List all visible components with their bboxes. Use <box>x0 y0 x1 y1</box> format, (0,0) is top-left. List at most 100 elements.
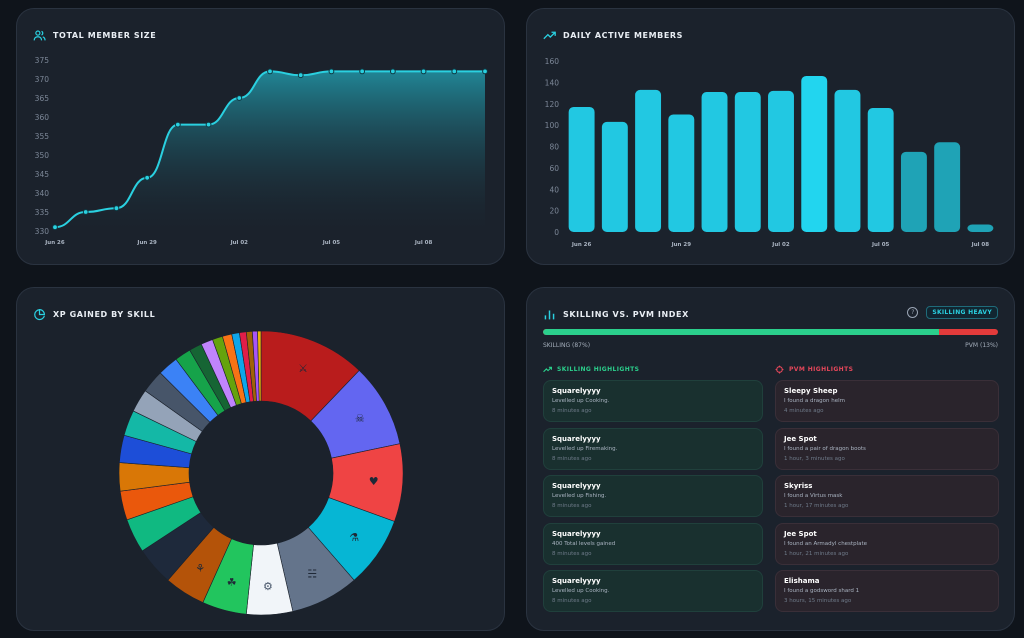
bar <box>934 142 961 232</box>
skilling-ratio-fill <box>543 329 939 335</box>
bar <box>734 91 761 233</box>
y-tick-label: 365 <box>35 94 50 103</box>
x-tick-label: Jun 26 <box>44 240 65 246</box>
x-tick-label: Jul 05 <box>322 240 341 246</box>
bar <box>967 224 994 232</box>
question-icon[interactable]: ? <box>907 307 919 318</box>
list-item[interactable]: Sleepy Sheep I found a dragon helm 4 min… <box>775 380 999 422</box>
data-point <box>420 68 427 75</box>
bar <box>601 121 628 232</box>
xp-by-skill-card: XP GAINED BY SKILL ⚔ ☠ ♥ ⚗ ☵ ⚙ ☘ ⚘ <box>16 287 505 631</box>
list-item[interactable]: Squarelyyyy Levelled up Fishing. 8 minut… <box>543 475 763 517</box>
member-size-title: TOTAL MEMBER SIZE <box>53 31 157 40</box>
bar-chart-icon <box>544 310 555 320</box>
list-item[interactable]: Jee Spot I found a pair of dragon boots … <box>775 427 999 470</box>
card-title: TOTAL MEMBER SIZE <box>33 29 156 42</box>
data-point <box>297 72 304 79</box>
x-tick-label: Jun 26 <box>571 242 592 248</box>
data-point <box>52 224 58 231</box>
trending-up-icon <box>543 366 552 373</box>
xp-donut-chart: ⚔ ☠ ♥ ⚗ ☵ ⚙ ☘ ⚘ <box>118 330 404 616</box>
bar <box>668 114 695 232</box>
data-point <box>113 205 120 212</box>
pie-chart-icon <box>34 309 45 321</box>
list-item[interactable]: Squarelyyyy Levelled up Cooking. 8 minut… <box>543 380 763 422</box>
heart-icon: ♥ <box>369 475 379 488</box>
y-tick-label: 60 <box>549 164 559 173</box>
skilling-heavy-badge: SKILLING HEAVY <box>926 306 998 319</box>
data-point <box>144 174 151 181</box>
skilling-percent-label: SKILLING (87%) <box>543 342 591 349</box>
cactus-icon: ☘ <box>227 576 237 589</box>
y-tick-label: 340 <box>35 189 50 198</box>
x-tick-label: Jun 29 <box>136 240 157 246</box>
data-point <box>389 68 396 75</box>
skilling-pvm-ratio-bar <box>543 329 998 335</box>
daily-active-title: DAILY ACTIVE MEMBERS <box>563 31 684 40</box>
data-point <box>82 209 89 215</box>
y-tick-label: 375 <box>35 56 50 65</box>
list-item[interactable]: Squarelyyyy 400 Total levels gained 8 mi… <box>543 522 763 565</box>
data-point <box>205 121 212 128</box>
x-tick-label: Jul 08 <box>414 240 433 246</box>
list-item[interactable]: Jee Spot I found an Armadyl chestplate 1… <box>775 522 999 565</box>
skull-icon: ☠ <box>355 412 365 425</box>
daily-active-members-card: DAILY ACTIVE MEMBERS 0 20 40 60 80 100 120 140 1… <box>526 8 1015 265</box>
card-title: DAILY ACTIVE MEMBERS <box>543 29 683 42</box>
data-point <box>328 68 335 75</box>
trending-up-icon <box>543 31 556 40</box>
list-item[interactable]: Squarelyyyy Levelled up Firemaking. 8 mi… <box>543 427 763 470</box>
x-tick-label: Jun 29 <box>671 242 692 248</box>
pvm-percent-label: PVM (13%) <box>965 342 998 349</box>
data-point <box>482 68 488 75</box>
pvm-highlights-list: Sleepy Sheep I found a dragon helm 4 min… <box>775 380 999 618</box>
y-tick-label: 160 <box>545 57 560 66</box>
list-item[interactable]: Skyriss I found a Virtus mask 1 hour, 17… <box>775 475 999 517</box>
data-point <box>451 68 458 75</box>
y-tick-label: 140 <box>545 78 560 87</box>
total-member-size-card: TOTAL MEMBER SIZE 330 335 340 345 350 355 360 3… <box>16 8 505 265</box>
y-tick-label: 20 <box>549 207 559 216</box>
card-title: SKILLING VS. PVM INDEX <box>543 308 689 321</box>
pie-slice <box>257 330 262 402</box>
data-point <box>174 121 181 128</box>
data-point <box>236 95 243 101</box>
y-tick-label: 355 <box>35 132 50 141</box>
y-tick-label: 0 <box>554 228 559 237</box>
member-size-area-chart: 330 335 340 345 350 355 360 365 370 375 Jun 26 Jun … <box>35 56 488 246</box>
bar <box>834 89 861 232</box>
skilling-highlights-list: Squarelyyyy Levelled up Cooking. 8 minut… <box>543 380 763 618</box>
y-tick-label: 370 <box>35 75 50 84</box>
bar <box>568 106 595 232</box>
x-tick-label: Jul 08 <box>971 242 990 248</box>
list-item[interactable]: Squarelyyyy Levelled up Cooking. 8 minut… <box>543 570 763 612</box>
bag-icon: ⚘ <box>195 562 205 575</box>
bar <box>701 91 728 233</box>
users-icon <box>33 30 46 41</box>
skilling-vs-pvm-card: SKILLING VS. PVM INDEX ? SKILLING HEAVY … <box>526 287 1015 631</box>
list-item[interactable]: Elishama I found a godsword shard 1 3 ho… <box>775 570 999 612</box>
potion-icon: ⚗ <box>349 531 359 544</box>
bar <box>867 108 894 232</box>
skilling-pvm-title: SKILLING VS. PVM INDEX <box>563 310 689 319</box>
x-tick-label: Jul 02 <box>230 240 249 246</box>
card-title: XP GAINED BY SKILL <box>33 308 155 321</box>
daily-active-bar-chart: 0 20 40 60 80 100 120 140 160 Jun 26 Jun 29 Jul 02 J… <box>545 57 994 248</box>
y-tick-label: 40 <box>549 185 559 194</box>
pvm-highlights-header: PVM HIGHLIGHTS <box>775 365 853 374</box>
sword-icon: ⚔ <box>298 362 308 375</box>
bar <box>768 90 794 232</box>
bar <box>801 75 828 233</box>
index-badge: ? SKILLING HEAVY <box>907 306 998 319</box>
y-tick-label: 120 <box>545 100 560 109</box>
fish-icon: ☵ <box>307 568 317 581</box>
y-tick-label: 360 <box>35 113 50 122</box>
gear-icon: ⚙ <box>263 580 273 593</box>
data-point <box>267 68 273 75</box>
bar <box>900 151 927 232</box>
y-tick-label: 80 <box>549 143 559 152</box>
x-tick-label: Jul 05 <box>871 242 890 248</box>
y-tick-label: 330 <box>35 227 50 236</box>
y-tick-label: 345 <box>35 170 50 179</box>
x-tick-label: Jul 02 <box>771 242 790 248</box>
